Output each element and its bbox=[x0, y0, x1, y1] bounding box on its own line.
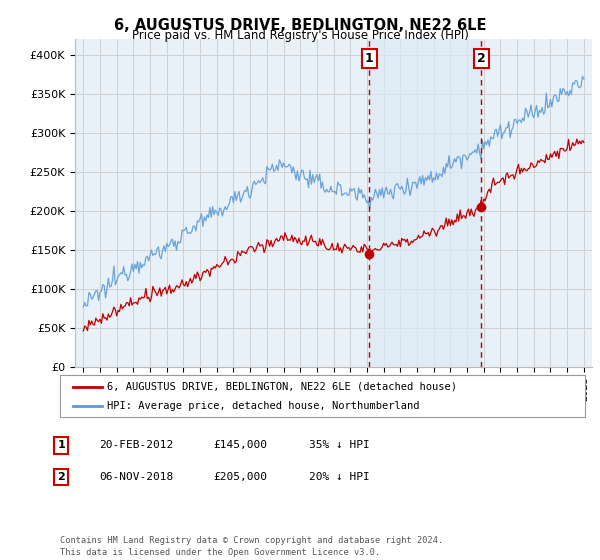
Text: 6, AUGUSTUS DRIVE, BEDLINGTON, NE22 6LE: 6, AUGUSTUS DRIVE, BEDLINGTON, NE22 6LE bbox=[114, 18, 486, 33]
Text: 2: 2 bbox=[477, 52, 485, 65]
Text: Contains HM Land Registry data © Crown copyright and database right 2024.
This d: Contains HM Land Registry data © Crown c… bbox=[60, 536, 443, 557]
Text: 06-NOV-2018: 06-NOV-2018 bbox=[99, 472, 173, 482]
Text: 2: 2 bbox=[58, 472, 65, 482]
Text: Price paid vs. HM Land Registry's House Price Index (HPI): Price paid vs. HM Land Registry's House … bbox=[131, 29, 469, 42]
Text: HPI: Average price, detached house, Northumberland: HPI: Average price, detached house, Nort… bbox=[107, 401, 420, 411]
Text: 6, AUGUSTUS DRIVE, BEDLINGTON, NE22 6LE (detached house): 6, AUGUSTUS DRIVE, BEDLINGTON, NE22 6LE … bbox=[107, 381, 457, 391]
Text: 1: 1 bbox=[365, 52, 374, 65]
Text: 20-FEB-2012: 20-FEB-2012 bbox=[99, 440, 173, 450]
Text: 20% ↓ HPI: 20% ↓ HPI bbox=[309, 472, 370, 482]
Text: £205,000: £205,000 bbox=[213, 472, 267, 482]
FancyBboxPatch shape bbox=[60, 375, 585, 417]
Text: 35% ↓ HPI: 35% ↓ HPI bbox=[309, 440, 370, 450]
Text: £145,000: £145,000 bbox=[213, 440, 267, 450]
Bar bbox=[369, 39, 481, 367]
Text: 1: 1 bbox=[58, 440, 65, 450]
